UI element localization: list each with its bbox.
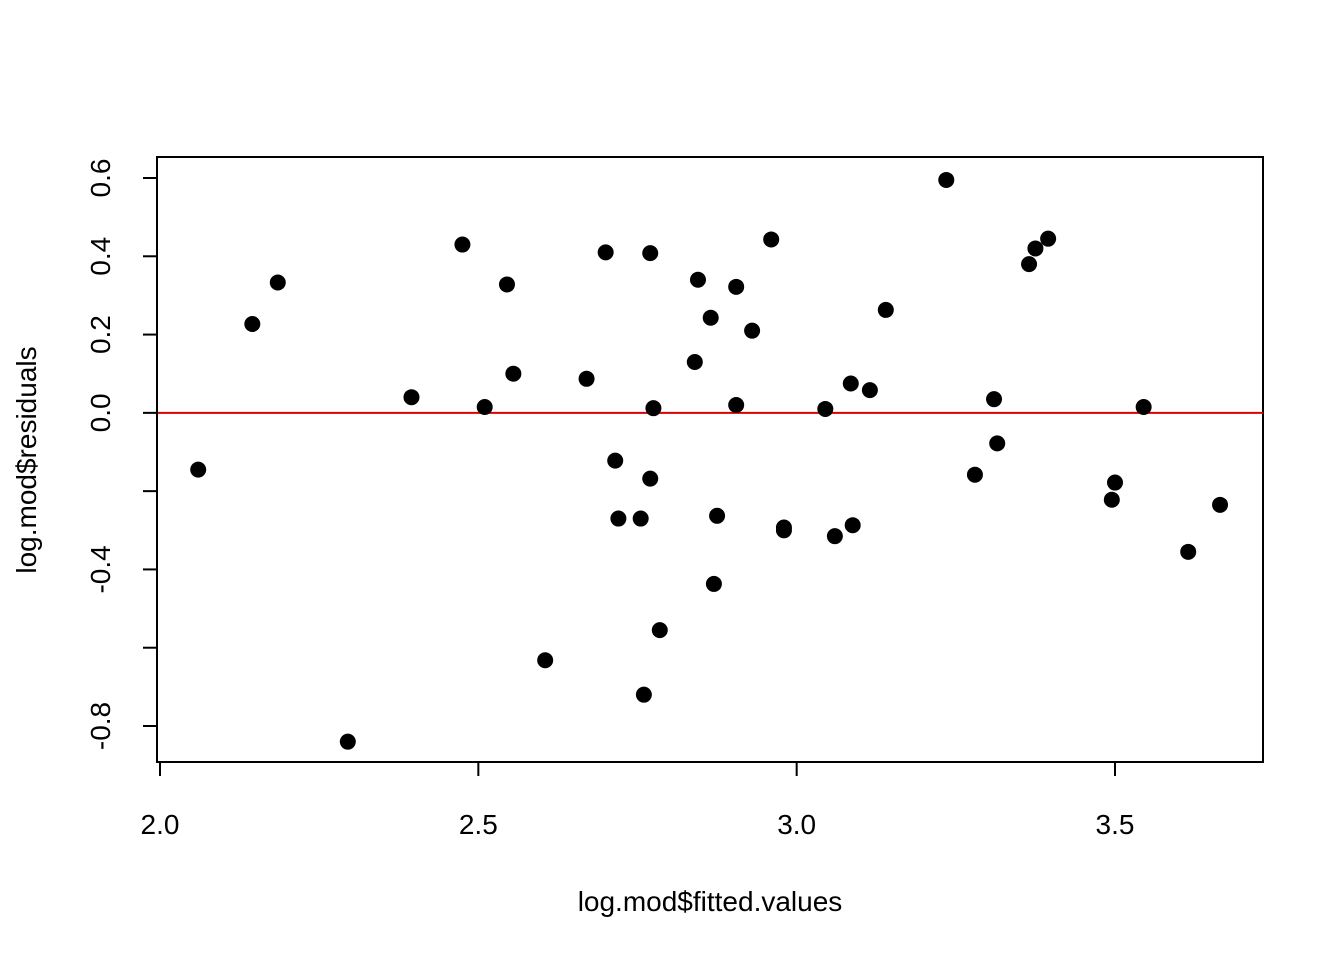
y-tick-label: 0.2 xyxy=(85,315,116,354)
data-point xyxy=(1103,491,1120,508)
x-axis-label: log.mod$fitted.values xyxy=(578,886,843,917)
data-point xyxy=(578,370,595,387)
data-point xyxy=(728,278,745,295)
data-point xyxy=(775,522,792,539)
data-point xyxy=(709,507,726,524)
data-point xyxy=(744,322,761,339)
data-point xyxy=(635,686,652,703)
y-tick-label: -0.4 xyxy=(85,545,116,593)
data-point xyxy=(842,375,859,392)
data-point xyxy=(476,398,493,415)
data-point xyxy=(403,389,420,406)
data-point xyxy=(610,510,627,527)
data-point xyxy=(1040,230,1057,247)
data-point xyxy=(826,528,843,545)
y-axis: 0.6 0.4 0.2 0.0 -0.4 -0.8 xyxy=(85,159,158,750)
plot-frame xyxy=(156,156,1264,763)
data-point xyxy=(632,510,649,527)
x-tick-label: 3.0 xyxy=(777,809,816,840)
data-point xyxy=(269,274,286,291)
data-point xyxy=(986,391,1003,408)
data-point xyxy=(1107,474,1123,491)
x-tick-label: 2.0 xyxy=(141,809,180,840)
data-point xyxy=(1027,240,1044,257)
data-point xyxy=(454,236,471,253)
data-point xyxy=(728,397,745,414)
data-point xyxy=(642,470,659,487)
y-tick-label: -0.8 xyxy=(85,702,116,750)
data-point xyxy=(1180,543,1197,560)
data-points xyxy=(190,171,1229,750)
data-point xyxy=(702,309,719,326)
data-point xyxy=(966,466,983,483)
data-point xyxy=(877,301,894,318)
y-tick-label: 0.0 xyxy=(85,393,116,432)
data-point xyxy=(1135,398,1152,415)
data-point xyxy=(645,400,662,417)
data-point xyxy=(763,231,780,248)
data-point xyxy=(607,452,624,469)
y-tick-label: 0.6 xyxy=(85,159,116,198)
data-point xyxy=(861,382,878,399)
data-point xyxy=(1021,256,1038,273)
data-point xyxy=(844,517,861,534)
data-point xyxy=(938,171,955,188)
x-axis: 2.0 2.5 3.0 3.5 xyxy=(141,761,1135,840)
x-tick-label: 3.5 xyxy=(1096,809,1135,840)
data-point xyxy=(537,652,554,669)
y-axis-label: log.mod$residuals xyxy=(11,346,42,573)
data-point xyxy=(505,365,522,382)
data-point xyxy=(1212,496,1229,513)
data-point xyxy=(989,435,1006,452)
data-point xyxy=(498,276,515,293)
data-point xyxy=(651,622,668,639)
data-point xyxy=(244,316,261,333)
data-point xyxy=(339,733,356,750)
data-point xyxy=(642,245,659,262)
data-point xyxy=(190,461,207,478)
data-point xyxy=(597,244,614,261)
data-point xyxy=(689,271,706,288)
x-tick-label: 2.5 xyxy=(459,809,498,840)
data-point xyxy=(817,400,834,417)
y-tick-label: 0.4 xyxy=(85,237,116,276)
data-point xyxy=(686,353,703,370)
data-point xyxy=(705,575,722,592)
